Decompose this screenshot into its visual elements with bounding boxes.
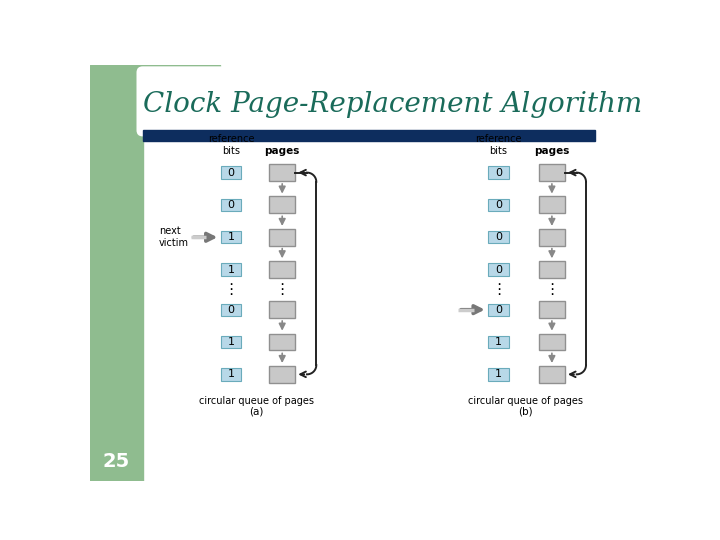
Bar [221,303,241,316]
Text: 1: 1 [228,337,235,347]
Text: 0: 0 [495,265,502,275]
Bar [269,164,295,181]
Bar [488,231,508,244]
Bar [539,164,565,181]
Bar [488,303,508,316]
Bar [221,199,241,211]
Text: ⋮: ⋮ [223,282,238,297]
Bar [90,65,143,481]
Text: pages: pages [534,146,570,156]
Bar [221,264,241,276]
Text: 1: 1 [495,337,502,347]
Bar [269,366,295,383]
Bar [221,166,241,179]
Text: 1: 1 [495,369,502,379]
Bar [488,166,508,179]
Bar [269,301,295,318]
Bar [269,229,295,246]
Text: ⋮: ⋮ [491,282,506,297]
Text: 1: 1 [228,265,235,275]
Text: 0: 0 [228,200,235,210]
Bar [269,261,295,278]
Bar [488,264,508,276]
Bar [143,65,220,107]
FancyBboxPatch shape [137,66,645,137]
Text: reference
bits: reference bits [208,134,254,156]
Text: (a): (a) [249,407,264,417]
Bar [488,368,508,381]
Bar [539,366,565,383]
Bar [539,301,565,318]
Bar [221,368,241,381]
Text: ⋮: ⋮ [274,282,290,297]
Text: next
victim: next victim [159,226,189,248]
Bar [488,199,508,211]
Text: 1: 1 [228,369,235,379]
Text: 1: 1 [228,232,235,242]
Text: 0: 0 [495,232,502,242]
Text: 25: 25 [103,452,130,471]
Text: pages: pages [264,146,300,156]
Text: 0: 0 [495,305,502,315]
Text: ⋮: ⋮ [544,282,559,297]
Text: circular queue of pages: circular queue of pages [199,396,314,406]
Bar [221,231,241,244]
Text: Clock Page-Replacement Algorithm: Clock Page-Replacement Algorithm [143,91,642,118]
Text: 0: 0 [228,305,235,315]
Bar [221,336,241,348]
Bar [539,261,565,278]
Bar [488,336,508,348]
Text: circular queue of pages: circular queue of pages [468,396,582,406]
Text: 0: 0 [228,167,235,178]
Bar [539,229,565,246]
Bar [539,334,565,350]
Text: 0: 0 [495,200,502,210]
Bar [539,197,565,213]
Bar [269,334,295,350]
Text: 0: 0 [495,167,502,178]
Bar [143,130,595,141]
Text: reference
bits: reference bits [475,134,522,156]
Bar [269,197,295,213]
Text: (b): (b) [518,407,533,417]
